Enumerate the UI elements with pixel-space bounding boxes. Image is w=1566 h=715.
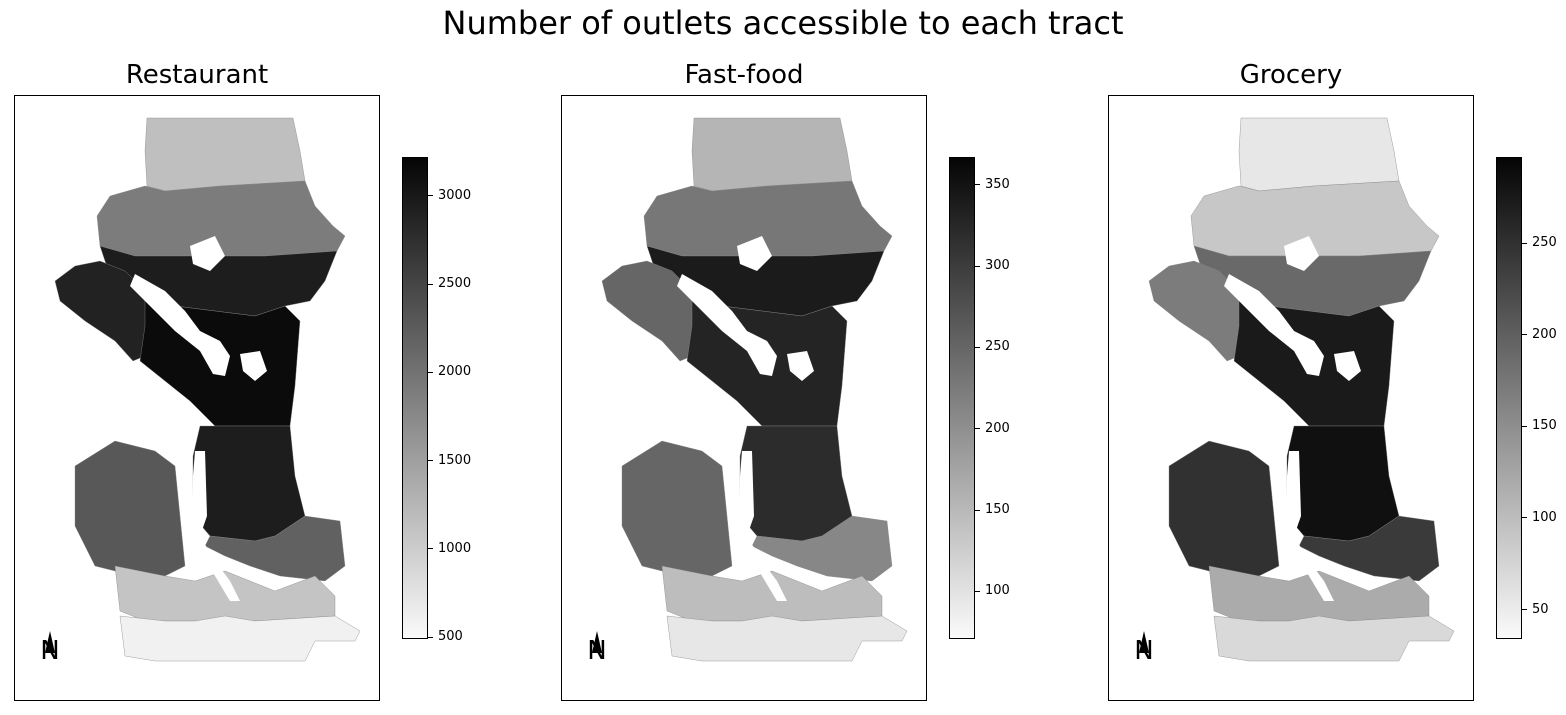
water-feature (200, 536, 240, 601)
tract-region-south-tip (1213, 615, 1455, 662)
colorbar-tick-label: 100 (1522, 510, 1557, 525)
panel-title: Restaurant (125, 60, 269, 90)
colorbar-tick-label: 3000 (427, 188, 471, 203)
water-feature (1334, 351, 1361, 381)
tract-region-north (1190, 180, 1440, 257)
colorbar-tick-label: 150 (975, 502, 1010, 517)
colorbar-ticks: 100 150 200 250 300 350 (975, 157, 1061, 639)
north-arrow-icon (1139, 631, 1149, 653)
panel-title: Grocery (1239, 60, 1343, 90)
tract-region-south-central (1286, 425, 1400, 542)
north-label: N (1134, 636, 1154, 666)
colorbar-tick-label: 250 (975, 339, 1010, 354)
panel-title: Fast-food (684, 60, 804, 90)
north-label: N (40, 636, 60, 666)
water-feature (130, 274, 230, 376)
tract-region-south-tip (119, 615, 361, 662)
colorbar-ticks: 50 100 150 200 250 (1522, 157, 1566, 639)
colorbar-ticks: 500 1000 1500 2000 2500 3000 (427, 157, 514, 644)
colorbar-tick-label: 1500 (427, 453, 471, 468)
tract-region-south-central (739, 425, 853, 542)
colorbar-tick-label: 500 (428, 629, 463, 644)
colorbar-tick-label: 2500 (427, 276, 471, 291)
water-feature (1286, 451, 1301, 536)
tract-region-north (96, 180, 346, 257)
colorbar-tick-label: 350 (975, 177, 1010, 192)
colorbar-tick-label: 200 (1522, 327, 1557, 342)
tract-region-southwest (1168, 440, 1280, 577)
water-feature (190, 236, 225, 271)
tract-region-far-north (691, 117, 853, 192)
north-arrow-icon (45, 631, 55, 653)
colorbar-tick-label: 1000 (427, 541, 471, 556)
water-feature (240, 351, 267, 381)
colorbar-tick-label: 50 (1522, 602, 1549, 617)
colorbar-tick-label: 200 (975, 421, 1010, 436)
colorbar-tick-label: 150 (1522, 418, 1557, 433)
colorbar-tick-label: 250 (1522, 235, 1557, 250)
tract-region-southeast (751, 515, 893, 582)
water-feature (677, 274, 777, 376)
north-label: N (587, 636, 607, 666)
water-feature (1224, 274, 1324, 376)
north-arrow-icon (592, 631, 602, 653)
colorbar-tick-label: 2000 (427, 364, 471, 379)
tract-region-southeast (1298, 515, 1440, 582)
tract-region-southwest (621, 440, 733, 577)
map (54, 117, 361, 662)
water-feature (737, 236, 772, 271)
colorbar (949, 157, 975, 639)
panel-fast-food: Fast-food N 100 150 200 250 300 350 (561, 0, 1081, 715)
map (601, 117, 908, 662)
panel-restaurant: Restaurant N 500 1000 1500 2000 2500 3000 (14, 0, 534, 715)
figure-suptitle: Number of outlets accessible to each tra… (442, 4, 1124, 42)
water-feature (787, 351, 814, 381)
tract-region-south-tip (666, 615, 908, 662)
water-feature (739, 451, 754, 536)
tract-region-south-central (192, 425, 306, 542)
tract-region-southwest (74, 440, 186, 577)
tract-region-far-north (144, 117, 306, 192)
map-frame: N (1108, 95, 1474, 701)
water-feature (192, 451, 207, 536)
panel-grocery: Grocery N 50 100 150 200 250 (1108, 0, 1566, 715)
map (1148, 117, 1455, 662)
tract-region-far-north (1238, 117, 1400, 192)
map-frame: N (14, 95, 380, 701)
tract-region-north (643, 180, 893, 257)
water-feature (1294, 536, 1334, 601)
colorbar-tick-label: 100 (975, 583, 1010, 598)
colorbar (1496, 157, 1522, 639)
colorbar-tick-label: 300 (975, 258, 1010, 273)
map-frame: N (561, 95, 927, 701)
colorbar (402, 157, 428, 639)
tract-region-southeast (204, 515, 346, 582)
water-feature (1284, 236, 1319, 271)
water-feature (747, 536, 787, 601)
